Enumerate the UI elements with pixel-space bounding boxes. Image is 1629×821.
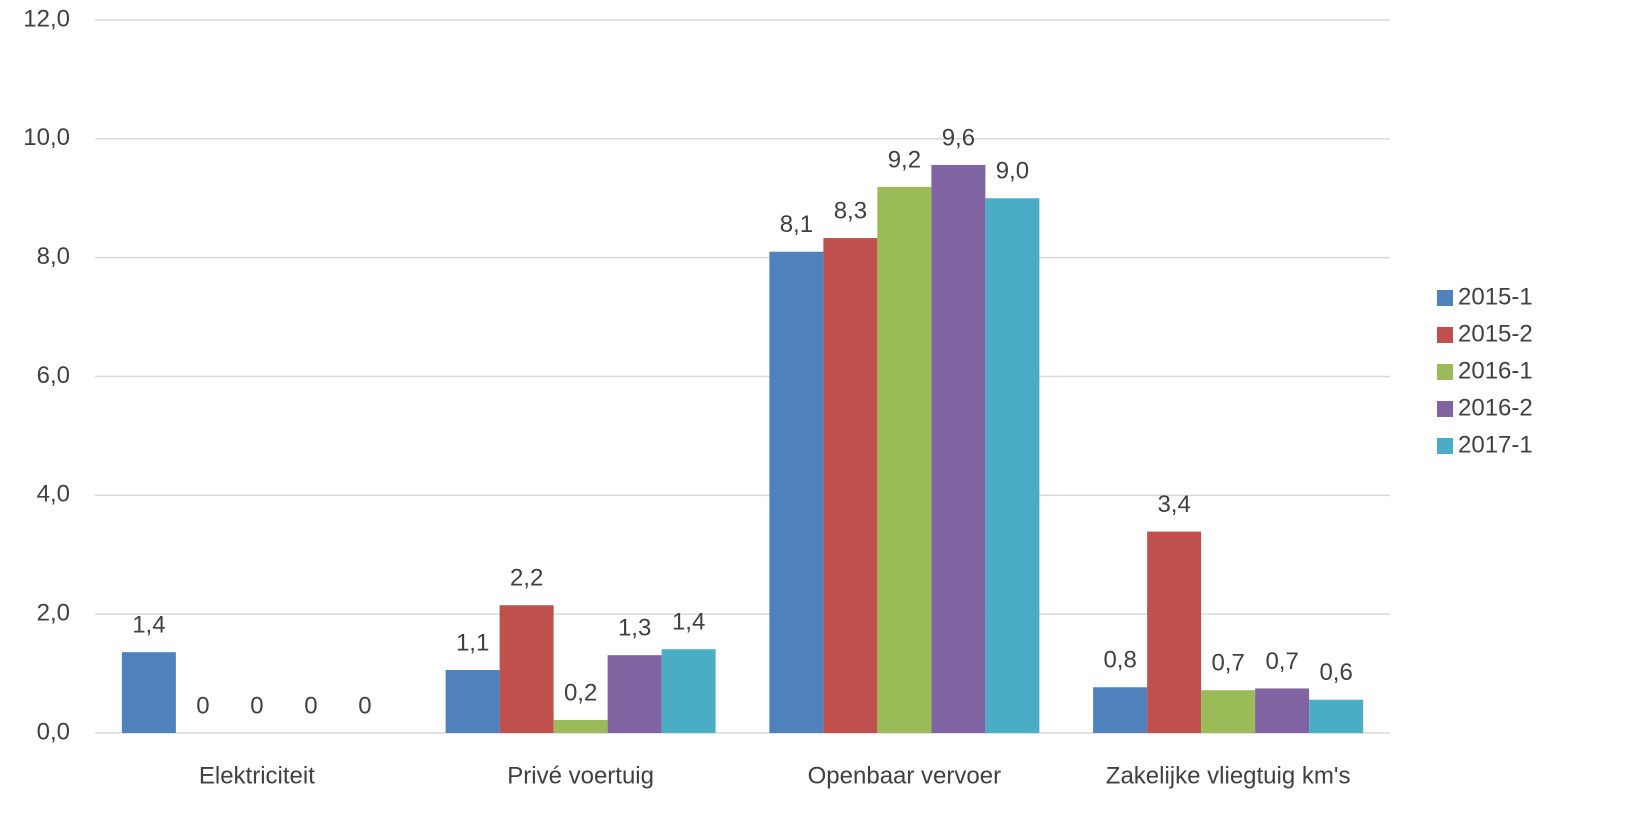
legend-label: 2017-1 <box>1458 431 1533 458</box>
y-tick-label: 2,0 <box>37 600 70 627</box>
data-label: 0,2 <box>564 679 597 706</box>
data-label: 9,0 <box>996 158 1029 185</box>
y-tick-label: 8,0 <box>37 243 70 270</box>
bar <box>931 164 986 733</box>
x-tick-label: Openbaar vervoer <box>808 762 1001 789</box>
data-label: 9,6 <box>942 124 975 151</box>
data-label: 0 <box>250 692 263 719</box>
bar <box>661 649 716 733</box>
legend-swatch <box>1437 364 1453 380</box>
bar <box>1309 699 1364 733</box>
data-label: 8,1 <box>780 211 813 238</box>
legend-label: 2015-2 <box>1458 320 1533 347</box>
bar <box>769 251 824 733</box>
data-label: 0,6 <box>1319 659 1352 686</box>
y-tick-label: 0,0 <box>37 718 70 745</box>
data-label: 2,2 <box>510 565 543 592</box>
bar <box>823 238 878 733</box>
legend-label: 2015-1 <box>1458 283 1533 310</box>
data-label: 0,7 <box>1265 648 1298 675</box>
legend-label: 2016-2 <box>1458 394 1533 421</box>
data-label: 0,7 <box>1211 650 1244 677</box>
data-label: 8,3 <box>834 197 867 224</box>
bar <box>1201 690 1256 733</box>
x-tick-label: Elektriciteit <box>199 762 315 789</box>
data-label: 0,8 <box>1103 647 1136 674</box>
data-label: 9,2 <box>888 146 921 173</box>
bar <box>553 719 608 733</box>
data-label: 1,3 <box>618 615 651 642</box>
bar <box>1255 688 1310 733</box>
data-label: 0 <box>304 692 317 719</box>
bar <box>985 198 1040 733</box>
x-tick-label: Zakelijke vliegtuig km's <box>1106 762 1351 789</box>
bar <box>499 605 554 733</box>
legend-label: 2016-1 <box>1458 357 1533 384</box>
data-label: 1,1 <box>456 629 489 656</box>
data-label: 0 <box>196 692 209 719</box>
y-tick-label: 4,0 <box>37 481 70 508</box>
x-tick-label: Privé voertuig <box>507 762 654 789</box>
data-label: 0 <box>358 692 371 719</box>
data-label: 1,4 <box>672 609 705 636</box>
legend-swatch <box>1437 327 1453 343</box>
data-label: 3,4 <box>1157 491 1190 518</box>
y-tick-label: 12,0 <box>23 5 70 32</box>
legend-swatch <box>1437 290 1453 306</box>
bar <box>877 186 932 734</box>
bar <box>1093 687 1148 733</box>
bar <box>1147 531 1202 733</box>
legend-swatch <box>1437 438 1453 454</box>
y-tick-label: 10,0 <box>23 124 70 151</box>
bar <box>121 652 176 733</box>
legend-swatch <box>1437 401 1453 417</box>
bar <box>445 670 500 733</box>
y-tick-label: 6,0 <box>37 362 70 389</box>
bar <box>607 655 662 733</box>
data-label: 1,4 <box>132 612 165 639</box>
